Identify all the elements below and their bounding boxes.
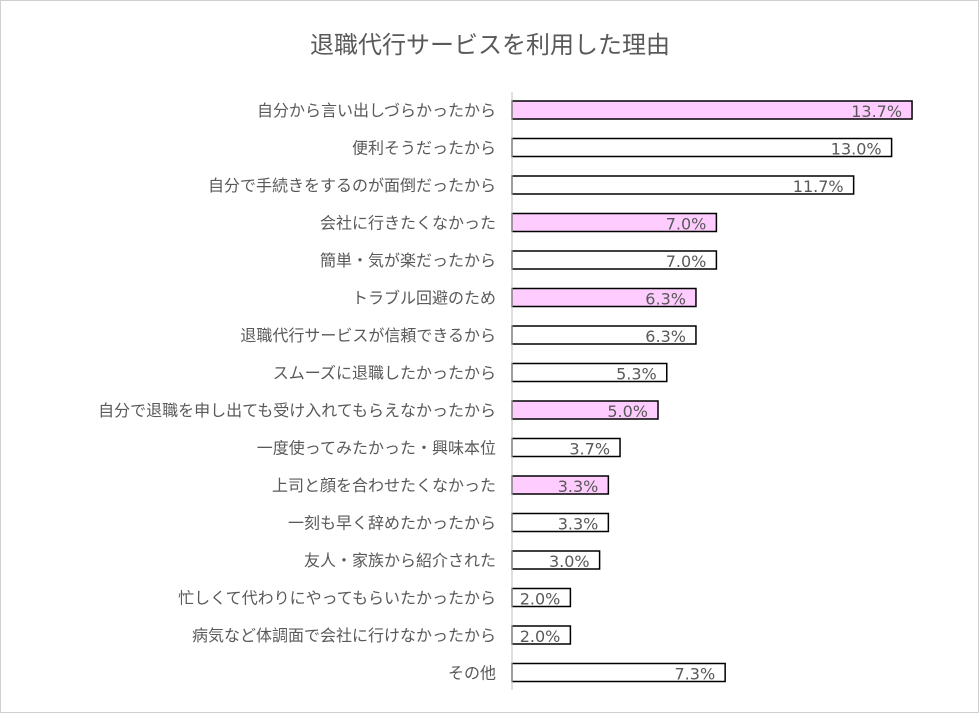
category-label-5: 簡単・気が楽だったから xyxy=(320,251,496,270)
category-label-6: トラブル回避のため xyxy=(352,289,496,308)
value-label-3: 11.7% xyxy=(793,177,844,196)
value-label-4: 7.0% xyxy=(666,215,707,234)
value-label-12: 3.3% xyxy=(558,515,599,534)
bars-layer xyxy=(511,100,913,683)
category-labels: 自分から言い出しづらかったから便利そうだったから自分で手続きをするのが面倒だった… xyxy=(98,101,496,683)
value-label-11: 3.3% xyxy=(558,477,599,496)
category-label-10: 一度使ってみたかった・興味本位 xyxy=(257,439,496,458)
value-label-15: 2.0% xyxy=(520,627,561,646)
value-label-13: 3.0% xyxy=(549,552,590,571)
category-label-7: 退職代行サービスが信頼できるから xyxy=(240,326,496,345)
category-label-11: 上司と顔を合わせたくなかった xyxy=(272,476,496,495)
value-label-6: 6.3% xyxy=(645,290,686,309)
value-label-7: 6.3% xyxy=(645,327,686,346)
category-label-16: その他 xyxy=(448,664,496,683)
category-label-12: 一刻も早く辞めたかったから xyxy=(288,514,496,533)
category-label-3: 自分で手続きをするのが面倒だったから xyxy=(208,176,496,195)
category-label-8: スムーズに退職したかったから xyxy=(273,364,496,383)
value-label-8: 5.3% xyxy=(616,365,657,384)
category-label-15: 病気など体調面で会社に行けなかったから xyxy=(192,626,496,645)
value-labels: 13.7% 13.0% 11.7% 7.0% 7.0% 6.3% 6.3% 5.3% 5.0% 3… xyxy=(520,102,902,684)
value-label-1: 13.7% xyxy=(851,102,902,121)
category-label-13: 友人・家族から紹介された xyxy=(304,551,496,570)
category-label-14: 忙しくて代わりにやってもらいたかったから xyxy=(178,589,496,608)
category-label-2: 便利そうだったから xyxy=(352,139,496,158)
chart-title: 退職代行サービスを利用した理由 xyxy=(310,31,670,59)
category-label-1: 自分から言い出しづらかったから xyxy=(257,101,496,120)
value-label-10: 3.7% xyxy=(569,440,610,459)
value-label-14: 2.0% xyxy=(520,590,561,609)
value-label-16: 7.3% xyxy=(675,665,716,684)
value-label-2: 13.0% xyxy=(831,140,882,159)
category-label-9: 自分で退職を申し出ても受け入れてもらえなかったから xyxy=(98,401,496,420)
category-label-4: 会社に行きたくなかった xyxy=(320,214,496,233)
value-label-9: 5.0% xyxy=(607,402,648,421)
value-label-5: 7.0% xyxy=(666,252,707,271)
